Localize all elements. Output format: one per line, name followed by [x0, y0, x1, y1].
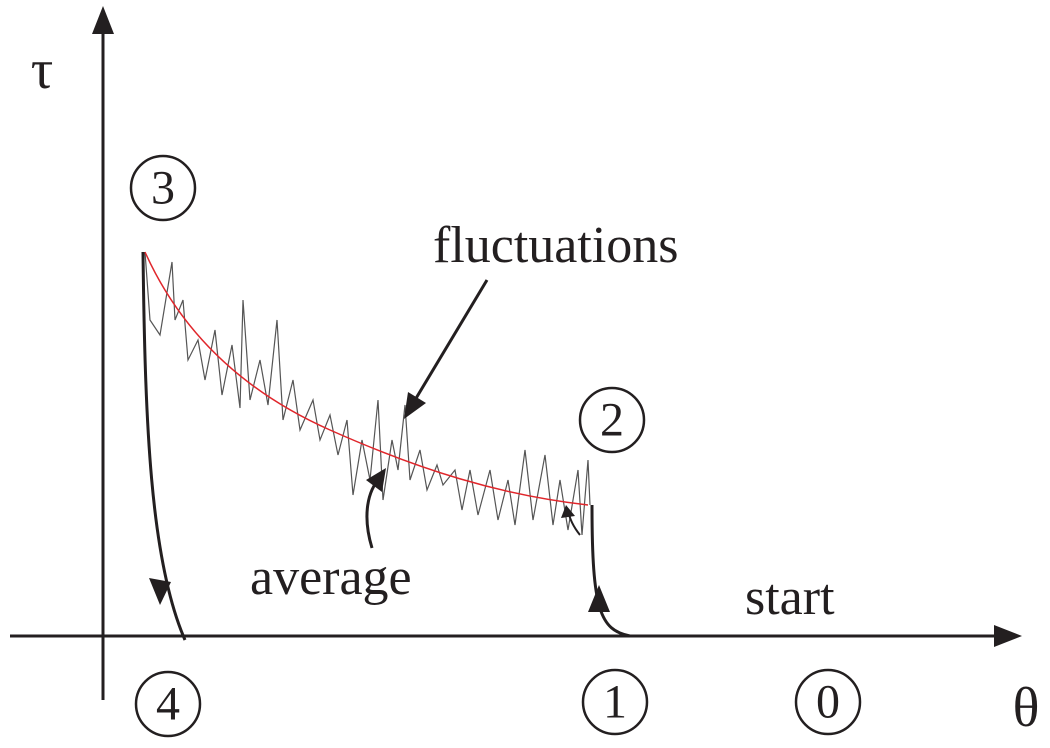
- fluctuations-arrow: [410, 279, 489, 406]
- state-circles: [129, 154, 862, 738]
- state-circle: [134, 670, 202, 738]
- drop-arrow: [149, 578, 171, 605]
- x-axis-arrow: [994, 625, 1022, 647]
- fluctuation-curve: [144, 251, 591, 536]
- state-circle: [581, 668, 649, 736]
- fluctuations-label: fluctuations: [433, 217, 679, 274]
- state-circle: [129, 154, 197, 222]
- state-label: 0: [816, 676, 840, 729]
- state-label: 3: [151, 162, 175, 215]
- drop-path: [141, 251, 187, 641]
- y-axis-arrow: [92, 6, 114, 34]
- y-axis-label: τ: [31, 39, 54, 101]
- average-curve: [144, 251, 589, 506]
- state-circle: [578, 386, 646, 454]
- state-circle: [794, 668, 862, 736]
- state-label: 2: [600, 394, 624, 447]
- fluctuations-arrowhead: [404, 392, 426, 419]
- average-label: average: [250, 549, 412, 606]
- state-label: 4: [156, 678, 180, 731]
- small-arrow: [561, 505, 575, 518]
- x-axis-label: θ: [1013, 677, 1040, 739]
- start-label: start: [745, 569, 835, 626]
- average-arrowhead: [366, 468, 386, 492]
- state-label: 1: [603, 676, 627, 729]
- load-arrow: [588, 585, 610, 612]
